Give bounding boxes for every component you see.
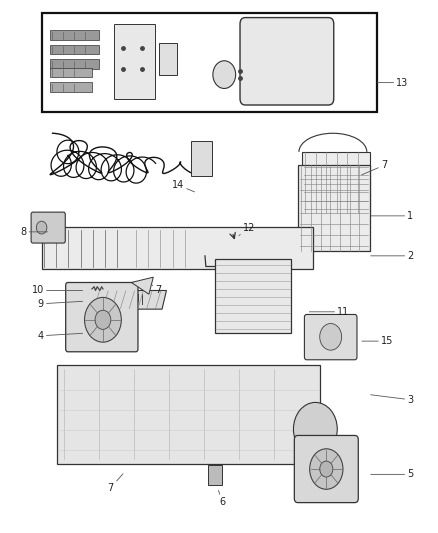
Text: 6: 6 bbox=[219, 490, 225, 507]
FancyBboxPatch shape bbox=[208, 465, 222, 485]
FancyBboxPatch shape bbox=[50, 45, 99, 54]
FancyBboxPatch shape bbox=[304, 314, 357, 360]
Text: 7: 7 bbox=[108, 474, 123, 492]
Text: 9: 9 bbox=[38, 299, 83, 309]
Text: 7: 7 bbox=[362, 160, 387, 175]
Polygon shape bbox=[90, 290, 166, 309]
FancyBboxPatch shape bbox=[159, 43, 177, 75]
Circle shape bbox=[293, 402, 337, 456]
FancyBboxPatch shape bbox=[42, 227, 313, 269]
FancyBboxPatch shape bbox=[31, 212, 65, 243]
Text: 8: 8 bbox=[20, 227, 48, 237]
Text: 15: 15 bbox=[362, 336, 393, 346]
Circle shape bbox=[320, 461, 333, 477]
FancyBboxPatch shape bbox=[294, 435, 358, 503]
Text: 14: 14 bbox=[172, 180, 194, 192]
Text: 13: 13 bbox=[377, 78, 409, 87]
Circle shape bbox=[36, 221, 47, 234]
Text: 12: 12 bbox=[239, 223, 255, 236]
Polygon shape bbox=[131, 277, 153, 294]
Text: 1: 1 bbox=[371, 211, 413, 221]
FancyBboxPatch shape bbox=[57, 365, 320, 464]
FancyBboxPatch shape bbox=[50, 30, 99, 40]
FancyBboxPatch shape bbox=[240, 18, 334, 105]
FancyBboxPatch shape bbox=[50, 82, 92, 92]
FancyBboxPatch shape bbox=[215, 259, 291, 333]
Text: 7: 7 bbox=[151, 284, 162, 295]
Circle shape bbox=[320, 324, 342, 350]
FancyBboxPatch shape bbox=[298, 165, 370, 251]
FancyBboxPatch shape bbox=[114, 24, 155, 99]
Text: 4: 4 bbox=[38, 331, 83, 341]
Text: 11: 11 bbox=[309, 307, 350, 317]
FancyBboxPatch shape bbox=[66, 282, 138, 352]
Text: 3: 3 bbox=[371, 395, 413, 405]
FancyBboxPatch shape bbox=[50, 68, 92, 77]
Circle shape bbox=[213, 61, 236, 88]
Circle shape bbox=[85, 297, 121, 342]
FancyBboxPatch shape bbox=[191, 141, 212, 176]
Text: 10: 10 bbox=[32, 286, 83, 295]
Circle shape bbox=[95, 310, 111, 329]
Circle shape bbox=[310, 449, 343, 489]
FancyBboxPatch shape bbox=[302, 152, 370, 213]
Text: 5: 5 bbox=[371, 470, 413, 479]
FancyBboxPatch shape bbox=[50, 59, 99, 69]
FancyBboxPatch shape bbox=[42, 13, 377, 112]
Text: 2: 2 bbox=[371, 251, 413, 261]
